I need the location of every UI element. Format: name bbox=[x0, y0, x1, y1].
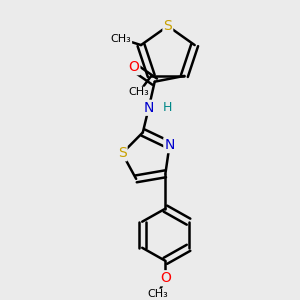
Text: O: O bbox=[160, 271, 171, 285]
Text: CH₃: CH₃ bbox=[111, 34, 132, 44]
Text: N: N bbox=[164, 138, 175, 152]
Text: CH₃: CH₃ bbox=[148, 289, 168, 299]
Text: S: S bbox=[164, 19, 172, 33]
Text: O: O bbox=[128, 60, 139, 74]
Text: CH₃: CH₃ bbox=[129, 87, 149, 97]
Text: H: H bbox=[163, 101, 172, 114]
Text: S: S bbox=[118, 146, 127, 160]
Text: N: N bbox=[144, 101, 154, 115]
